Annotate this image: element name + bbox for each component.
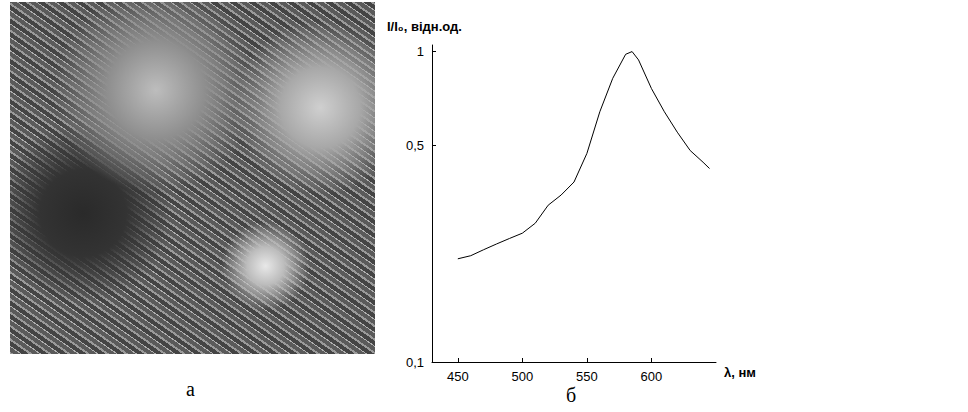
svg-text:600: 600 xyxy=(641,369,663,384)
svg-text:0,1: 0,1 xyxy=(406,355,424,370)
svg-text:I/I₀, відн.од.: I/I₀, відн.од. xyxy=(387,19,462,34)
svg-text:450: 450 xyxy=(447,369,469,384)
html-text:б: б xyxy=(566,384,577,406)
svg-text:0,5: 0,5 xyxy=(406,138,424,153)
svg-text:550: 550 xyxy=(576,369,598,384)
svg-text:500: 500 xyxy=(512,369,534,384)
html-text:а: а xyxy=(186,378,195,400)
svg-text:λ, нм: λ, нм xyxy=(724,365,756,380)
svg-text:1: 1 xyxy=(417,44,424,59)
